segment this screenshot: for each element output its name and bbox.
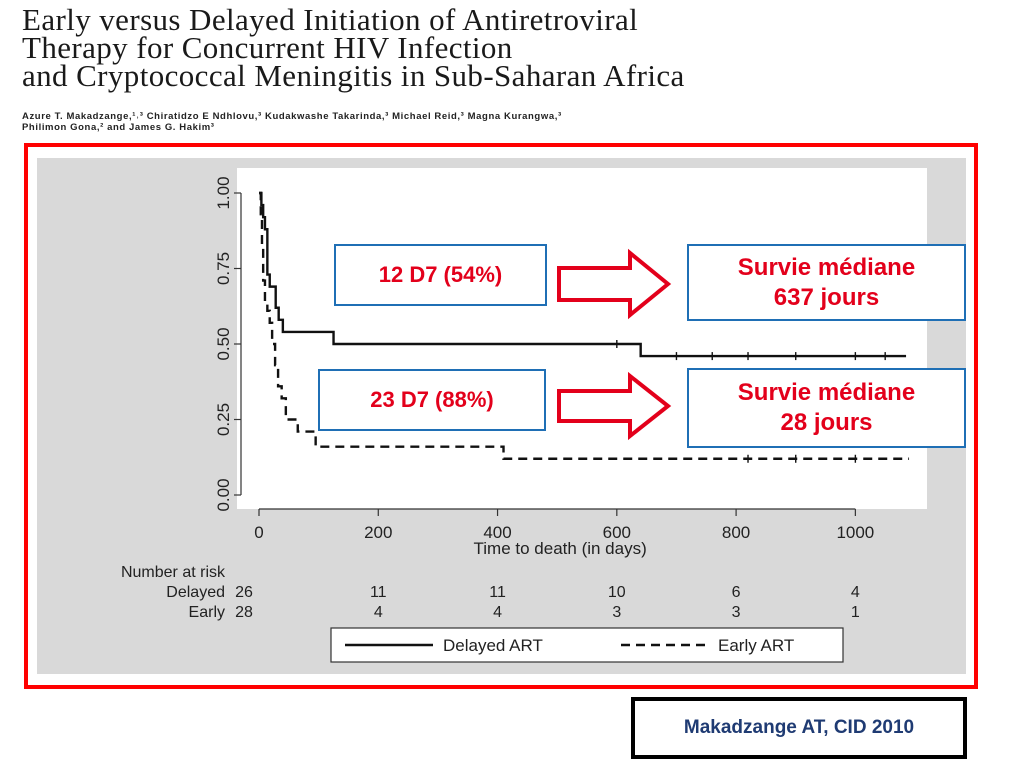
risk-value: 4 [374, 604, 383, 621]
risk-value: 6 [732, 584, 741, 601]
x-tick-label: 200 [364, 523, 392, 542]
callout-text: Survie médiane [737, 253, 916, 281]
paper-authors: Azure T. Makadzange,¹˒³ Chiratidzo E Ndh… [22, 111, 1012, 133]
early-death-count-callout: 23 D7 (88%) [318, 369, 546, 431]
early-median-survival-callout: Survie médiane 28 jours [687, 368, 966, 448]
risk-value: 1 [851, 604, 860, 621]
legend-label: Delayed ART [443, 636, 543, 655]
risk-value: 11 [489, 584, 506, 601]
x-tick-label: 600 [603, 523, 631, 542]
x-axis-label: Time to death (in days) [474, 539, 647, 558]
risk-row-label: Delayed [166, 584, 225, 601]
y-tick-label: 0.50 [214, 327, 233, 360]
legend-label: Early ART [718, 636, 794, 655]
callout-text: 12 D7 (54%) [378, 262, 503, 287]
risk-value: 26 [235, 584, 253, 601]
early-art-curve [259, 191, 910, 460]
title-line: Therapy for Concurrent HIV Infection [22, 30, 513, 65]
title-line: and Cryptococcal Meningitis in Sub-Sahar… [22, 58, 685, 93]
delayed-death-count-callout: 12 D7 (54%) [334, 244, 547, 306]
risk-value: 28 [235, 604, 253, 621]
chart-axes: 0.00 0.25 0.50 0.75 1.00 0 200 400 600 800 1000 Tim… [214, 168, 927, 558]
callout-text: 28 jours [780, 409, 873, 436]
risk-value: 4 [851, 584, 860, 601]
citation-box: Makadzange AT, CID 2010 [631, 697, 967, 759]
plot-area [237, 168, 927, 509]
risk-table: Number at risk Delayed 26 11 11 10 6 4 Early 28 4 4… [121, 564, 860, 621]
x-tick-label: 800 [722, 523, 750, 542]
callout-text: 637 jours [773, 283, 880, 311]
x-tick-label: 0 [254, 523, 263, 542]
title-line: Early versus Delayed Initiation of Antir… [22, 2, 639, 37]
y-tick-label: 0.25 [214, 403, 233, 436]
delayed-art-curve [259, 191, 907, 358]
x-tick-label: 1000 [836, 523, 874, 542]
callout-text: 23 D7 (88%) [370, 387, 494, 412]
risk-value: 11 [370, 584, 387, 601]
citation-text: Makadzange AT, CID 2010 [683, 717, 915, 738]
risk-value: 10 [608, 584, 626, 601]
risk-table-header: Number at risk [121, 564, 226, 581]
risk-value: 3 [732, 604, 741, 621]
y-tick-label: 0.00 [214, 478, 233, 511]
risk-value: 4 [493, 604, 502, 621]
series-layer [259, 191, 910, 463]
authors-line: Philimon Gona,² and James G. Hakim³ [22, 121, 215, 133]
authors-line: Azure T. Makadzange,¹˒³ Chiratidzo E Ndh… [22, 111, 562, 122]
survival-chart: 0.00 0.25 0.50 0.75 1.00 0 200 400 600 800 1000 Tim… [121, 168, 927, 663]
chart-legend: Delayed ART Early ART [330, 627, 844, 663]
y-tick-label: 0.75 [214, 252, 233, 285]
delayed-median-survival-callout: Survie médiane 637 jours [687, 244, 966, 321]
risk-row-label: Early [189, 604, 225, 621]
risk-value: 3 [612, 604, 621, 621]
callout-text: Survie médiane [737, 379, 916, 406]
y-tick-label: 1.00 [214, 176, 233, 209]
paper-title: Early versus Delayed Initiation of Antir… [22, 2, 1012, 93]
x-tick-label: 400 [483, 523, 511, 542]
